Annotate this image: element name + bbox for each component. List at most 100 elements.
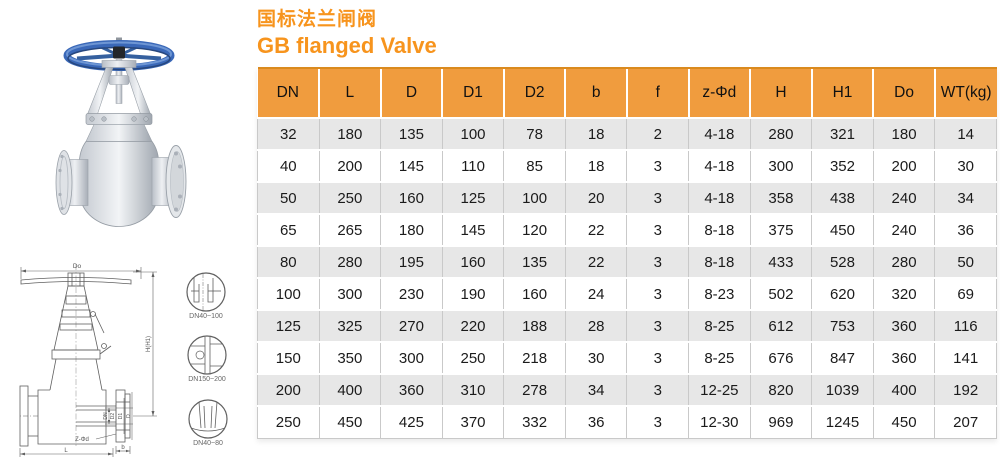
table-row: 250 450 425 370 332 36 3 12-30 969 1245 450 207 <box>257 405 997 439</box>
table-cell: 250 <box>257 405 320 439</box>
detail-label-1: DN40~100 <box>189 313 223 320</box>
table-cell: 265 <box>319 213 382 246</box>
table-cell: 250 <box>442 341 505 374</box>
table-cell: 438 <box>811 181 874 214</box>
table-cell: 78 <box>503 117 566 150</box>
dim-label-h: H(H1) <box>146 336 152 352</box>
column-header: f <box>625 67 689 118</box>
table-cell: 125 <box>257 309 320 342</box>
table-cell: 160 <box>503 277 566 310</box>
table-cell: 250 <box>319 181 382 214</box>
table-cell: 3 <box>626 149 690 182</box>
dim-label-l: L <box>64 448 68 454</box>
table-cell: 847 <box>811 341 874 374</box>
table-row: 200 400 360 310 278 34 3 12-25 820 1039 400 192 <box>257 373 997 406</box>
table-cell: 30 <box>934 149 997 182</box>
content-column: 国标法兰闸阀 GB flanged Valve DN L D D1 D2 b f z-Φd H H… <box>257 8 997 439</box>
table-cell: 2 <box>626 117 690 150</box>
table-cell: 135 <box>503 245 566 278</box>
table-cell: 110 <box>442 149 505 182</box>
table-cell: 325 <box>319 309 382 342</box>
table-row: 65 265 180 145 120 22 3 8-18 375 450 240 36 <box>257 213 997 246</box>
table-cell: 100 <box>503 181 566 214</box>
dim-label-z-phi-d: Z-Φd <box>75 437 89 443</box>
detail-label-2: DN150~200 <box>188 376 226 383</box>
table-cell: 360 <box>380 373 443 406</box>
table-cell: 180 <box>873 117 936 150</box>
column-header: L <box>318 67 381 118</box>
table-cell: 22 <box>565 245 628 278</box>
table-row: 150 350 300 250 218 30 3 8-25 676 847 360 141 <box>257 341 997 374</box>
table-cell: 280 <box>319 245 382 278</box>
table-cell: 34 <box>934 181 997 214</box>
table-cell: 188 <box>503 309 566 342</box>
table-cell: 190 <box>442 277 505 310</box>
table-cell: 358 <box>750 181 813 214</box>
table-cell: 4-18 <box>688 117 751 150</box>
dim-diameters <box>105 392 133 440</box>
valve-technical-drawing: Do <box>8 258 252 458</box>
table-cell: 3 <box>626 181 690 214</box>
table-cell: 620 <box>811 277 874 310</box>
table-cell: 195 <box>380 245 443 278</box>
detail-circle-dn40-80 <box>188 399 228 439</box>
table-cell: 18 <box>565 149 628 182</box>
table-cell: 100 <box>442 117 505 150</box>
spec-table: DN L D D1 D2 b f z-Φd H H1 Do WT(kg) 32 180 135 100 78 1… <box>257 67 997 439</box>
valve-photo <box>50 28 190 236</box>
table-cell: 400 <box>319 373 382 406</box>
table-cell: 192 <box>934 373 997 406</box>
table-cell: 360 <box>873 309 936 342</box>
table-cell: 350 <box>319 341 382 374</box>
table-cell: 200 <box>319 149 382 182</box>
dim-label-b: b <box>121 445 125 451</box>
column-header: DN <box>257 67 320 118</box>
column-header: z-Φd <box>687 67 751 118</box>
table-cell: 32 <box>257 117 320 150</box>
table-cell: 218 <box>503 341 566 374</box>
table-cell: 502 <box>750 277 813 310</box>
table-cell: 24 <box>565 277 628 310</box>
table-cell: 100 <box>257 277 320 310</box>
table-row: 40 200 145 110 85 18 3 4-18 300 352 200 30 <box>257 149 997 182</box>
table-cell: 3 <box>626 213 690 246</box>
table-cell: 141 <box>934 341 997 374</box>
table-header-row: DN L D D1 D2 b f z-Φd H H1 Do WT(kg) <box>257 67 997 118</box>
table-cell: 3 <box>626 309 690 342</box>
table-cell: 125 <box>442 181 505 214</box>
table-cell: 50 <box>257 181 320 214</box>
table-cell: 8-18 <box>688 245 751 278</box>
table-cell: 3 <box>626 245 690 278</box>
detail-circle-dn150-200 <box>187 335 227 375</box>
table-cell: 360 <box>873 341 936 374</box>
table-cell: 1245 <box>811 405 874 439</box>
column-header: H <box>749 67 812 118</box>
column-header: b <box>564 67 627 118</box>
dim-b <box>115 446 131 454</box>
column-header: Do <box>872 67 935 118</box>
table-cell: 65 <box>257 213 320 246</box>
table-cell: 8-25 <box>688 341 751 374</box>
table-cell: 400 <box>873 373 936 406</box>
table-cell: 36 <box>565 405 628 439</box>
table-cell: 820 <box>750 373 813 406</box>
dim-label-d: D <box>126 414 132 418</box>
table-row: 50 250 160 125 100 20 3 4-18 358 438 240 34 <box>257 181 997 214</box>
table-row: 80 280 195 160 135 22 3 8-18 433 528 280 50 <box>257 245 997 278</box>
table-cell: 280 <box>873 245 936 278</box>
table-cell: 120 <box>503 213 566 246</box>
table-cell: 116 <box>934 309 997 342</box>
table-cell: 450 <box>873 405 936 439</box>
table-cell: 135 <box>380 117 443 150</box>
dim-label-do: Do <box>73 263 82 270</box>
table-cell: 300 <box>380 341 443 374</box>
table-cell: 50 <box>934 245 997 278</box>
column-header: D <box>379 67 443 118</box>
table-cell: 36 <box>934 213 997 246</box>
table-cell: 375 <box>750 213 813 246</box>
table-cell: 8-18 <box>688 213 751 246</box>
table-cell: 30 <box>565 341 628 374</box>
dim-label-dn: DN <box>103 412 109 420</box>
table-cell: 69 <box>934 277 997 310</box>
table-cell: 320 <box>873 277 936 310</box>
